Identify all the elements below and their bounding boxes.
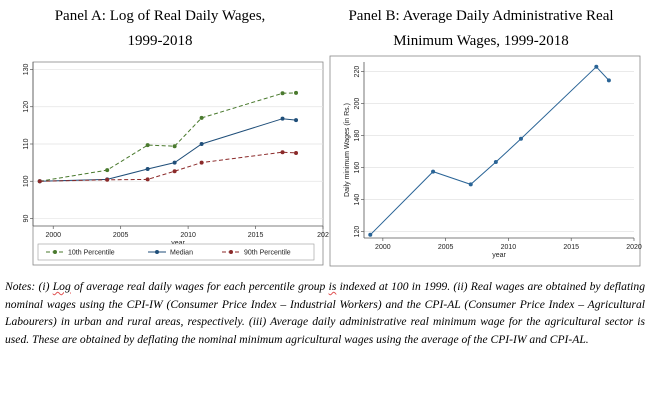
panel-a-series-0-point-1 (105, 168, 110, 173)
legend-label-1: Median (170, 250, 193, 257)
panel-a-series-1-point-5 (280, 116, 285, 121)
panel-a-chart: 90 100 110 120 130 2000 2005 2010 2015 202 year 1… (23, 61, 329, 266)
panel-a-title-line1: Panel A: Log of Real Daily Wages, (54, 8, 266, 24)
notes-word-log: Log (52, 280, 71, 293)
panel-b-series-0-point-5 (594, 64, 599, 69)
panel-b-series-0-point-3 (493, 160, 498, 164)
panel-a-series-0-point-6 (294, 90, 299, 95)
panel-b-title-line2: Minimum Wages, 1999-2018 (393, 33, 569, 49)
panel-b-frame (329, 55, 641, 267)
panel-b-xlabel: year (492, 252, 506, 259)
panel-b-title: Panel B: Average Daily Administrative Re… (322, 4, 640, 54)
panel-a-xtick-label-0: 2000 (45, 232, 61, 239)
panel-a-series-0-point-4 (199, 115, 204, 120)
panel-a-ytick-label-3: 120 (23, 101, 30, 113)
notes-paragraph: Notes: (i) Log of average real daily wag… (5, 278, 645, 348)
panel-b-xtick-label-1: 2005 (438, 244, 454, 251)
panel-a-series-0-point-2 (145, 143, 150, 148)
panel-a-series-0-point-3 (172, 144, 177, 149)
panel-a-series-2-point-0 (37, 179, 42, 184)
panel-a-series-1-point-6 (294, 118, 299, 123)
panel-a-ytick-label-2: 110 (23, 138, 30, 149)
panel-b-ylabel: Daily minimum Wages (in Rs.) (344, 103, 351, 197)
panel-a-series-1-point-4 (199, 142, 204, 146)
panel-b-xtick-label-2: 2010 (501, 244, 517, 251)
panel-a-ytick-label-1: 100 (23, 175, 30, 187)
panel-b-ytick-label-0: 120 (354, 226, 361, 238)
notes-word-is: is (328, 280, 337, 293)
panel-b-series-0-point-2 (468, 182, 473, 187)
legend-label-2: 90th Percentile (244, 250, 291, 257)
legend-marker-0 (53, 250, 57, 254)
legend-label-0: 10th Percentile (68, 250, 115, 257)
panel-a-frame (32, 61, 324, 266)
panel-b-series-0-point-6 (606, 78, 611, 83)
panel-b-xtick-label-3: 2015 (563, 244, 579, 251)
charts-canvas: 90 100 110 120 130 2000 2005 2010 2015 202 year 1… (23, 55, 642, 267)
panel-a-title: Panel A: Log of Real Daily Wages, 1999-2… (10, 4, 310, 54)
panel-b-ytick-label-2: 160 (354, 162, 361, 174)
panel-b-xtick-label-4: 2020 (626, 244, 642, 251)
panel-a-xtick-label-1: 2005 (113, 232, 129, 239)
panel-a-series-2-point-1 (105, 177, 110, 182)
panel-a-xtick-label-2: 2010 (180, 232, 196, 239)
panel-b-ytick-label-1: 140 (354, 194, 361, 206)
panel-b-ytick-label-5: 220 (354, 66, 361, 78)
notes-text-3: indexed at 100 in 1999. (ii) Real wages … (5, 280, 645, 346)
panel-b-xtick-label-0: 2000 (375, 244, 391, 251)
panel-a-xlabel: year (171, 240, 185, 247)
panel-b-series-0-point-1 (431, 169, 436, 174)
panel-a-series-2-point-6 (294, 150, 299, 155)
panel-b-title-line1: Panel B: Average Daily Administrative Re… (348, 8, 614, 24)
panel-b-ytick-label-4: 200 (354, 98, 361, 110)
panel-a-series-1-point-2 (145, 166, 150, 171)
legend-marker-1 (155, 250, 159, 254)
panel-b-ytick-label-3: 180 (354, 130, 361, 142)
panel-a-legend (37, 243, 315, 261)
panel-a-series-2-point-5 (280, 150, 285, 155)
notes-text-2: of average real daily wages for each per… (70, 280, 329, 293)
panel-a-xtick-label-4: 202 (317, 232, 329, 239)
notes-text-1: Notes: (i) (5, 280, 53, 293)
panel-a-ytick-label-4: 130 (23, 64, 30, 76)
legend-marker-2 (229, 250, 233, 254)
panel-a-series-0-point-5 (280, 91, 285, 96)
panel-a-series-1-point-3 (172, 160, 177, 165)
panel-b-chart: 120 140 160 180 200 220 2000 2005 2010 2015 2020 y… (329, 55, 642, 267)
panel-b-series-0-point-4 (518, 136, 523, 141)
panel-a-title-line2: 1999-2018 (127, 33, 193, 49)
panel-a-series-2-point-2 (145, 177, 150, 182)
panel-a-series-2-point-4 (199, 160, 204, 165)
panel-a-series-2-point-3 (172, 169, 177, 174)
panel-b-series-0-point-0 (368, 232, 373, 237)
panel-a-ytick-label-0: 90 (23, 215, 30, 223)
panel-a-xtick-label-3: 2015 (248, 232, 264, 239)
